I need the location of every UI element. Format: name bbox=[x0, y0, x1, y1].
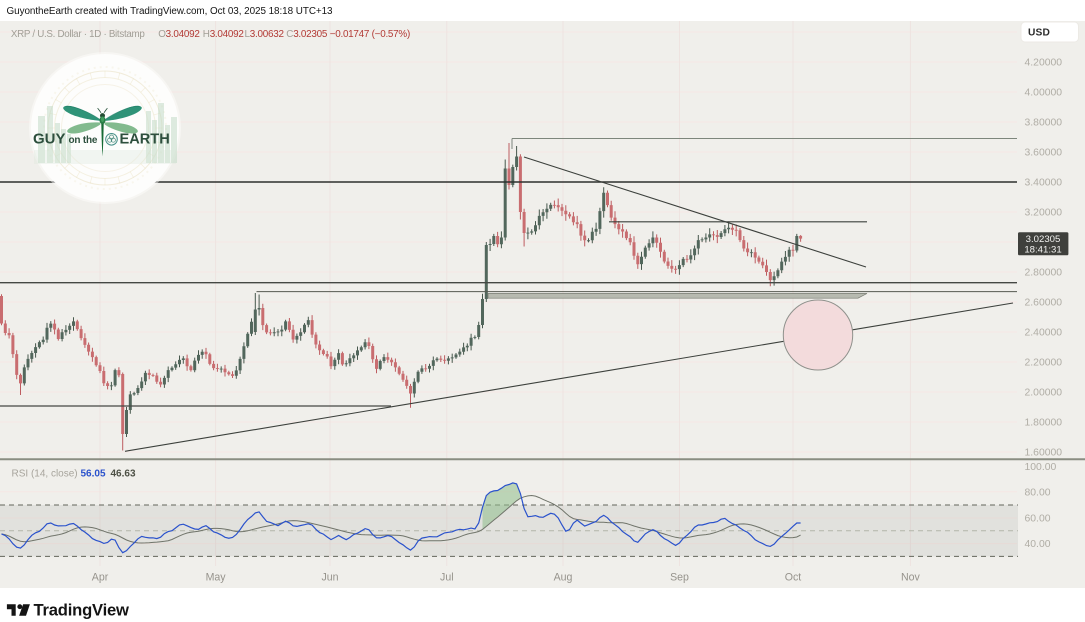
svg-text:4.00000: 4.00000 bbox=[1025, 88, 1063, 99]
svg-text:Apr: Apr bbox=[92, 572, 109, 584]
svg-text:18:41:31: 18:41:31 bbox=[1024, 244, 1061, 255]
svg-text:GuyontheEarth created with Tra: GuyontheEarth created with TradingView.c… bbox=[7, 6, 334, 17]
svg-text:4.20000: 4.20000 bbox=[1025, 58, 1063, 69]
svg-text:Jul: Jul bbox=[440, 572, 454, 584]
svg-text:46.63: 46.63 bbox=[111, 469, 136, 480]
svg-text:1.60000: 1.60000 bbox=[1025, 448, 1063, 459]
svg-text:2.20000: 2.20000 bbox=[1025, 358, 1063, 369]
svg-text:Jun: Jun bbox=[321, 572, 338, 584]
svg-text:3.40000: 3.40000 bbox=[1025, 178, 1063, 189]
svg-text:USD: USD bbox=[1028, 27, 1050, 38]
svg-text:XRP / U.S. Dollar · 1D · Bitst: XRP / U.S. Dollar · 1D · Bitstamp bbox=[11, 29, 145, 40]
svg-text:3.02305: 3.02305 bbox=[1026, 234, 1061, 245]
svg-text:2.80000: 2.80000 bbox=[1025, 268, 1063, 279]
svg-text:2.40000: 2.40000 bbox=[1025, 328, 1063, 339]
svg-text:TradingView: TradingView bbox=[34, 601, 130, 620]
svg-text:May: May bbox=[206, 572, 227, 584]
svg-text:−0.01747 (−0.57%): −0.01747 (−0.57%) bbox=[330, 29, 410, 40]
svg-text:C3.02305: C3.02305 bbox=[286, 29, 328, 40]
svg-text:on the: on the bbox=[69, 135, 98, 146]
svg-text:L3.00632: L3.00632 bbox=[245, 29, 284, 40]
svg-text:100.00: 100.00 bbox=[1025, 462, 1057, 473]
svg-text:56.05: 56.05 bbox=[81, 469, 106, 480]
svg-text:60.00: 60.00 bbox=[1025, 514, 1051, 525]
svg-text:H3.04092: H3.04092 bbox=[203, 29, 244, 40]
svg-text:GUY: GUY bbox=[33, 131, 66, 148]
svg-text:O3.04092: O3.04092 bbox=[158, 29, 199, 40]
svg-text:Aug: Aug bbox=[554, 572, 573, 584]
svg-text:Nov: Nov bbox=[901, 572, 921, 584]
svg-text:3.20000: 3.20000 bbox=[1025, 208, 1063, 219]
svg-text:EARTH: EARTH bbox=[120, 132, 170, 148]
svg-text:2.00000: 2.00000 bbox=[1025, 388, 1063, 399]
svg-text:40.00: 40.00 bbox=[1025, 539, 1051, 550]
svg-text:3.80000: 3.80000 bbox=[1025, 118, 1063, 129]
svg-text:3.60000: 3.60000 bbox=[1025, 148, 1063, 159]
svg-text:Sep: Sep bbox=[670, 572, 689, 584]
svg-text:80.00: 80.00 bbox=[1025, 487, 1051, 498]
svg-text:RSI (14, close): RSI (14, close) bbox=[12, 469, 78, 480]
svg-text:Oct: Oct bbox=[785, 572, 802, 584]
svg-text:2.60000: 2.60000 bbox=[1025, 298, 1063, 309]
svg-text:1.80000: 1.80000 bbox=[1025, 418, 1063, 429]
